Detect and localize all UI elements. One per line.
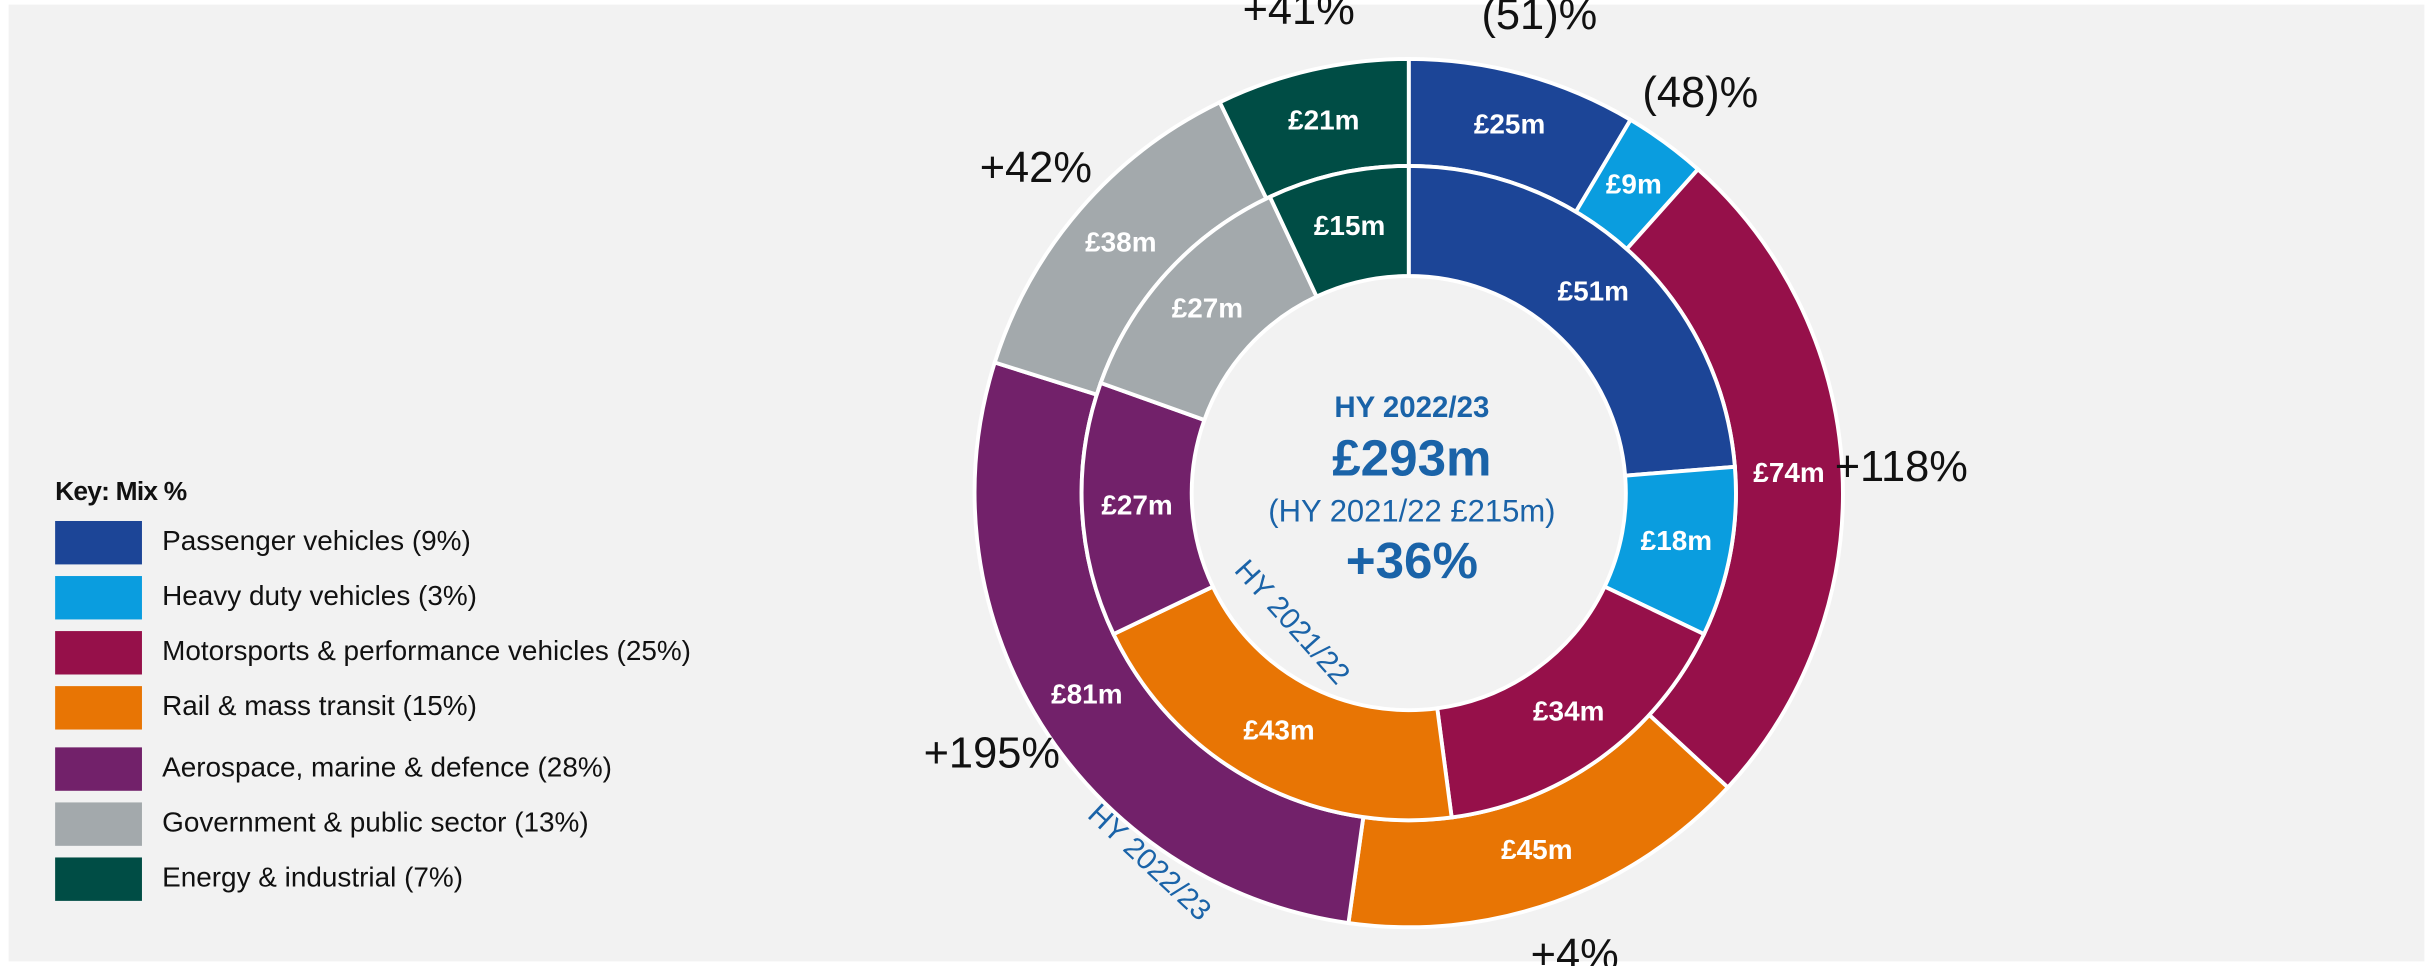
- donut-segment: [1406, 163, 1737, 478]
- value-label: £15m: [1314, 210, 1385, 241]
- legend-swatch: [55, 576, 142, 620]
- change-label: +118%: [1835, 443, 1968, 491]
- value-label: £38m: [1085, 226, 1156, 257]
- legend-swatch: [55, 747, 142, 791]
- value-label: £25m: [1474, 108, 1545, 139]
- legend-label: Energy & industrial (7%): [162, 862, 463, 893]
- value-label: £34m: [1533, 696, 1604, 727]
- legend-label: Government & public sector (13%): [162, 806, 589, 837]
- legend-label: Heavy duty vehicles (3%): [162, 580, 477, 611]
- legend-swatch: [55, 631, 142, 675]
- center-total: £293m: [1332, 430, 1491, 487]
- center-change: +36%: [1346, 532, 1478, 589]
- center-period: HY 2022/23: [1334, 391, 1489, 424]
- change-label: +42%: [980, 144, 1092, 192]
- change-label: +41%: [1243, 0, 1355, 34]
- legend-label: Aerospace, marine & defence (28%): [162, 751, 612, 782]
- legend-label: Rail & mass transit (15%): [162, 690, 477, 721]
- donut-segment: [1110, 584, 1454, 823]
- legend-label: Passenger vehicles (9%): [162, 525, 471, 556]
- value-label: £45m: [1501, 834, 1572, 865]
- value-label: £74m: [1753, 457, 1824, 488]
- value-label: £21m: [1288, 104, 1359, 135]
- legend-label: Motorsports & performance vehicles (25%): [162, 635, 691, 666]
- legend-swatch: [55, 686, 142, 730]
- value-label: £43m: [1243, 715, 1314, 746]
- change-label: +195%: [924, 730, 1060, 778]
- donut-segment: [1267, 163, 1411, 300]
- legend-swatch: [55, 857, 142, 901]
- change-label: +4%: [1531, 931, 1619, 966]
- value-label: £27m: [1101, 489, 1172, 520]
- value-label: £18m: [1641, 525, 1712, 556]
- center-prior: (HY 2021/22 £215m): [1268, 493, 1555, 528]
- value-label: £9m: [1606, 168, 1662, 199]
- legend-swatch: [55, 520, 142, 565]
- change-label: (51)%: [1481, 0, 1597, 39]
- legend-title: Key: Mix %: [55, 476, 187, 506]
- change-label: (48)%: [1642, 69, 1758, 117]
- legend-swatch: [55, 802, 142, 846]
- value-label: £81m: [1051, 679, 1122, 710]
- value-label: £51m: [1558, 275, 1629, 306]
- value-label: £27m: [1172, 292, 1243, 323]
